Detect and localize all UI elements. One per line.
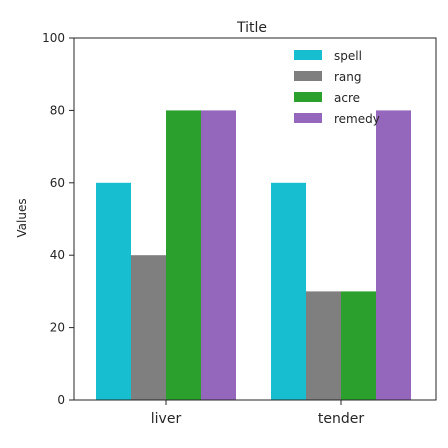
y-tick-label: 0 [57, 393, 65, 407]
chart-title: Title [236, 20, 267, 36]
y-tick-label: 20 [50, 321, 65, 335]
bar-rang-tender [306, 291, 341, 400]
legend: spell rang acre remedy [294, 49, 380, 126]
bar-spell-liver [96, 182, 131, 400]
legend-label-spell: spell [334, 49, 362, 63]
x-axis: liver tender [151, 400, 364, 427]
legend-label-rang: rang [334, 70, 362, 84]
y-axis-title: Values [15, 198, 29, 237]
y-axis: 0 20 40 60 80 100 [42, 31, 74, 407]
bar-remedy-tender [376, 110, 411, 401]
legend-swatch-rang [294, 71, 322, 81]
bar-rang-liver [131, 255, 166, 400]
legend-swatch-remedy [294, 113, 322, 123]
bar-spell-tender [271, 182, 306, 400]
x-tick-label-liver: liver [151, 411, 182, 427]
plot-frame [73, 37, 437, 401]
bar-acre-liver [166, 110, 201, 401]
plot-border [73, 37, 437, 401]
y-tick-label: 80 [50, 103, 65, 117]
legend-label-acre: acre [334, 91, 360, 105]
x-tick-label-tender: tender [318, 411, 364, 427]
bars [96, 110, 411, 401]
legend-label-remedy: remedy [334, 112, 380, 126]
y-tick-label: 40 [50, 248, 65, 262]
y-tick-label: 60 [50, 176, 65, 190]
y-tick-label: 100 [42, 31, 65, 45]
legend-swatch-spell [294, 50, 322, 60]
legend-swatch-acre [294, 92, 322, 102]
bar-acre-tender [341, 291, 376, 400]
bar-remedy-liver [201, 110, 236, 401]
